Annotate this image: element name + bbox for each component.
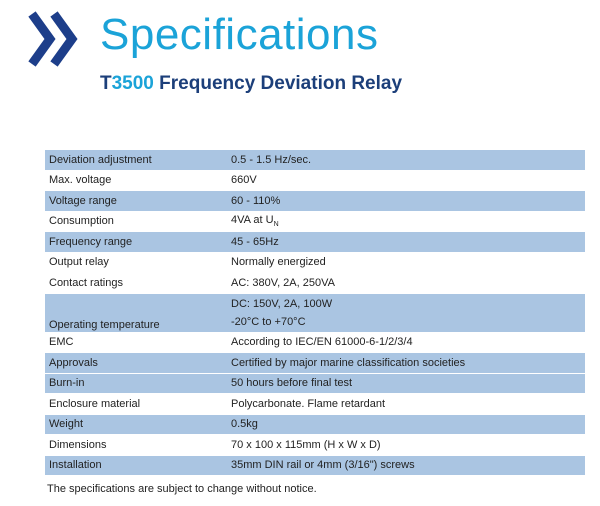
value: 660V <box>231 174 257 187</box>
label: Weight <box>45 414 227 434</box>
row: Deviation adjustment 0.5 - 1.5 Hz/sec. <box>45 150 585 170</box>
row: Frequency range 45 - 65Hz <box>45 232 585 252</box>
row: Max. voltage 660V <box>45 171 585 191</box>
label: EMC <box>49 336 74 349</box>
value: According to IEC/EN 61000-6-1/2/3/4 <box>231 336 413 349</box>
label: Consumption <box>49 215 114 228</box>
label: Dimensions <box>49 438 107 451</box>
value: 0.5kg <box>227 414 585 434</box>
subtitle-prefix: T <box>100 73 112 94</box>
value: 60 - 110% <box>227 191 585 211</box>
value-cell: 4VA at UN <box>227 212 585 232</box>
value: 35mm DIN rail or 4mm (3/16") screws <box>227 455 585 475</box>
subtitle: T3500 Frequency Deviation Relay <box>100 73 402 95</box>
title: Specifications <box>100 10 379 59</box>
value: Normally energized <box>231 256 326 269</box>
chevron <box>50 11 78 67</box>
row: Contact ratings AC: 380V, 2A, 250VA <box>45 273 585 293</box>
value: Certified by major marine classification… <box>227 353 585 373</box>
model-number: 3500 <box>111 73 154 94</box>
subscript: N <box>273 221 279 229</box>
label: Approvals <box>45 353 227 373</box>
row: Approvals Certified by major marine class… <box>45 353 585 373</box>
row: EMC According to IEC/EN 61000-6-1/2/3/4 <box>45 333 585 353</box>
label: Voltage range <box>45 191 227 211</box>
row: Voltage range 60 - 110% <box>45 191 585 211</box>
label: Installation <box>45 455 227 475</box>
label: Operating temperature <box>45 293 227 332</box>
label: Output relay <box>49 256 109 269</box>
label: Enclosure material <box>49 397 141 410</box>
footer-note: The specifications are subject to change… <box>47 483 317 495</box>
value: 70 x 100 x 115mm (H x W x D) <box>231 438 381 451</box>
product-name: Frequency Deviation Relay <box>159 73 403 94</box>
value: -20°C to +70°C <box>231 315 306 328</box>
label: Deviation adjustment <box>45 150 227 170</box>
label: Max. voltage <box>49 174 112 187</box>
label: Contact ratings <box>49 276 123 289</box>
value: DC: 150V, 2A, 100W <box>231 297 333 310</box>
row: Dimensions 70 x 100 x 115mm (H x W x D) <box>45 435 585 455</box>
value: AC: 380V, 2A, 250VA <box>231 276 335 289</box>
label: Frequency range <box>45 232 227 252</box>
row: Burn-in 50 hours before final test <box>45 373 585 393</box>
row: Consumption 4VA at UN <box>45 212 585 232</box>
spec-table: Deviation adjustment 0.5 - 1.5 Hz/sec. Ma… <box>45 149 585 476</box>
chevron-logo <box>28 11 78 67</box>
row: Enclosure material Polycarbonate. Flame r… <box>45 394 585 414</box>
value: 50 hours before final test <box>227 373 585 393</box>
value: 4VA at U <box>231 214 274 227</box>
row: Operating temperature DC: 150V, 2A, 100W -… <box>45 293 585 332</box>
label: Burn-in <box>45 373 227 393</box>
value: Polycarbonate. Flame retardant <box>231 397 386 410</box>
row: Output relay Normally energized <box>45 253 585 273</box>
value: 0.5 - 1.5 Hz/sec. <box>227 150 585 170</box>
row: Installation 35mm DIN rail or 4mm (3/16")… <box>45 455 585 475</box>
value-cell: DC: 150V, 2A, 100W -20°C to +70°C <box>227 293 585 332</box>
row: Weight 0.5kg <box>45 414 585 434</box>
chevron <box>28 11 56 67</box>
value: 45 - 65Hz <box>227 232 585 252</box>
